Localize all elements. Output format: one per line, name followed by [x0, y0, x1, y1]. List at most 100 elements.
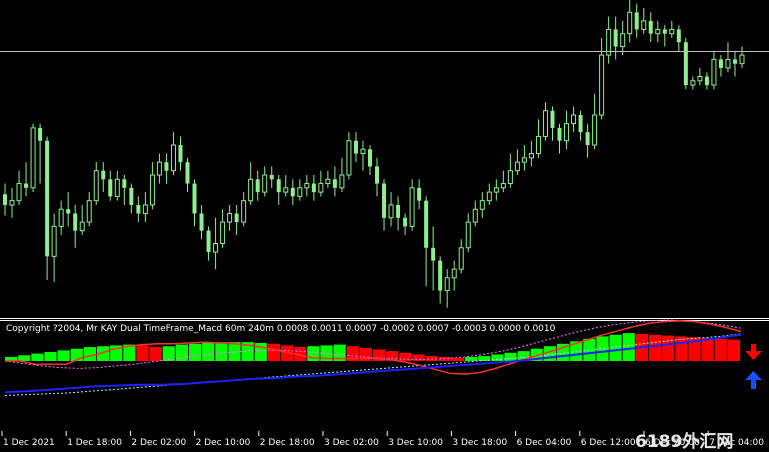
candle[interactable]: [199, 204, 204, 240]
candle[interactable]: [557, 123, 562, 154]
candle[interactable]: [101, 162, 106, 193]
candle[interactable]: [353, 132, 358, 163]
candle[interactable]: [627, 0, 633, 43]
candle[interactable]: [108, 170, 113, 201]
candle[interactable]: [185, 157, 190, 193]
candle[interactable]: [367, 145, 372, 175]
indicator-pane[interactable]: [4, 319, 742, 396]
candle[interactable]: [290, 179, 295, 205]
candle[interactable]: [255, 170, 260, 201]
candle[interactable]: [297, 179, 303, 201]
candle[interactable]: [122, 174, 127, 205]
candle[interactable]: [9, 187, 15, 218]
candle[interactable]: [51, 213, 57, 283]
candle[interactable]: [507, 153, 513, 188]
candle[interactable]: [739, 46, 745, 68]
candle[interactable]: [444, 269, 450, 308]
candle[interactable]: [718, 55, 723, 77]
candle[interactable]: [16, 170, 22, 205]
candle[interactable]: [542, 102, 548, 141]
candle[interactable]: [220, 209, 226, 248]
candle[interactable]: [571, 106, 577, 133]
candle[interactable]: [655, 20, 661, 43]
candle[interactable]: [451, 260, 457, 291]
candle[interactable]: [332, 166, 337, 197]
candle[interactable]: [641, 8, 647, 34]
candle[interactable]: [311, 174, 316, 201]
candle[interactable]: [409, 179, 415, 231]
candle[interactable]: [360, 140, 366, 171]
candle[interactable]: [346, 132, 352, 180]
candle[interactable]: [66, 192, 71, 227]
candle[interactable]: [241, 192, 247, 227]
candle[interactable]: [479, 192, 485, 218]
candle[interactable]: [262, 166, 268, 197]
candle[interactable]: [136, 196, 141, 223]
candle[interactable]: [564, 110, 570, 150]
candle[interactable]: [45, 136, 50, 280]
candle[interactable]: [697, 67, 703, 86]
candle[interactable]: [725, 42, 731, 73]
candle[interactable]: [676, 25, 681, 51]
candle[interactable]: [690, 76, 696, 90]
candle[interactable]: [465, 213, 471, 253]
candle[interactable]: [129, 183, 134, 214]
candle[interactable]: [458, 239, 464, 274]
candle[interactable]: [634, 3, 639, 38]
candle[interactable]: [304, 174, 310, 197]
candle[interactable]: [234, 204, 239, 235]
candle[interactable]: [620, 20, 626, 56]
candle[interactable]: [38, 123, 43, 184]
candle[interactable]: [206, 226, 211, 261]
candle[interactable]: [227, 204, 233, 231]
candle[interactable]: [396, 196, 401, 231]
candle[interactable]: [149, 162, 155, 210]
candle[interactable]: [156, 153, 162, 184]
candle[interactable]: [438, 256, 443, 304]
candle[interactable]: [382, 179, 387, 231]
candle[interactable]: [339, 157, 345, 193]
candle[interactable]: [424, 196, 429, 287]
candle[interactable]: [86, 192, 92, 227]
candle[interactable]: [711, 50, 717, 90]
candle[interactable]: [79, 204, 85, 235]
candle[interactable]: [486, 183, 492, 205]
candle[interactable]: [178, 136, 183, 171]
candle[interactable]: [472, 200, 478, 227]
candle[interactable]: [58, 200, 64, 235]
candle[interactable]: [170, 132, 176, 175]
candle[interactable]: [142, 192, 148, 223]
candle[interactable]: [683, 37, 688, 90]
candle[interactable]: [283, 174, 289, 197]
candle[interactable]: [431, 226, 436, 291]
candle[interactable]: [550, 106, 555, 141]
candle[interactable]: [500, 170, 506, 193]
candle[interactable]: [114, 170, 120, 201]
candle[interactable]: [514, 149, 520, 175]
candle[interactable]: [648, 12, 653, 43]
candle[interactable]: [3, 183, 7, 216]
candle[interactable]: [417, 179, 422, 210]
candle[interactable]: [213, 217, 219, 270]
candle[interactable]: [403, 213, 408, 235]
candle[interactable]: [521, 145, 527, 171]
candle[interactable]: [269, 166, 274, 188]
candle[interactable]: [164, 153, 169, 184]
candle[interactable]: [325, 170, 331, 188]
candle[interactable]: [669, 20, 675, 38]
candle[interactable]: [732, 50, 737, 77]
candle[interactable]: [24, 162, 29, 197]
candle[interactable]: [535, 119, 541, 158]
candle[interactable]: [73, 204, 78, 248]
candle[interactable]: [662, 25, 667, 47]
candle[interactable]: [192, 179, 197, 227]
candle[interactable]: [704, 72, 709, 90]
candle[interactable]: [93, 162, 99, 205]
candle[interactable]: [248, 162, 254, 205]
candle[interactable]: [613, 16, 618, 60]
candle[interactable]: [493, 179, 499, 201]
price-pane[interactable]: [0, 0, 769, 308]
candle[interactable]: [578, 110, 583, 141]
candle[interactable]: [585, 123, 590, 158]
candle[interactable]: [592, 93, 598, 150]
